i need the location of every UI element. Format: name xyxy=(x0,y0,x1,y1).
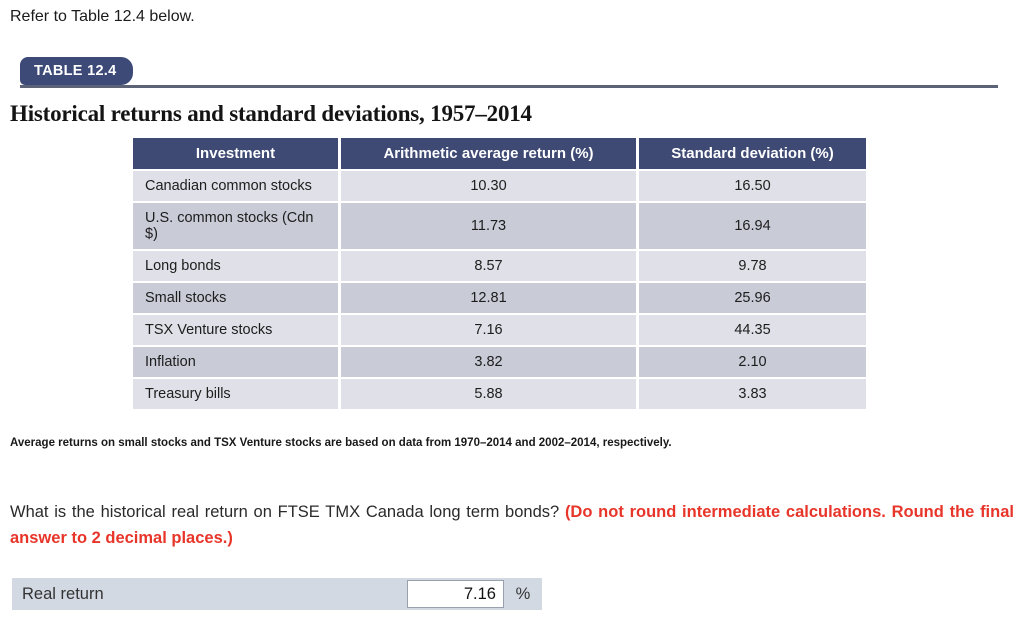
cell-avg-return: 5.88 xyxy=(341,378,636,409)
cell-avg-return: 8.57 xyxy=(341,250,636,281)
answer-label: Real return xyxy=(22,584,104,603)
cell-std-dev: 3.83 xyxy=(639,378,866,409)
cell-std-dev: 16.50 xyxy=(639,170,866,201)
intro-text: Refer to Table 12.4 below. xyxy=(10,8,195,25)
cell-investment: Treasury bills xyxy=(133,378,338,409)
question-text: What is the historical real return on FT… xyxy=(10,499,1014,552)
table-title: Historical returns and standard deviatio… xyxy=(10,100,532,126)
cell-std-dev: 16.94 xyxy=(639,202,866,249)
cell-std-dev: 25.96 xyxy=(639,282,866,313)
cell-investment: TSX Venture stocks xyxy=(133,314,338,345)
question-emphasis: (Do not round intermediate calculations.… xyxy=(10,502,1014,547)
cell-avg-return: 3.82 xyxy=(341,346,636,377)
table-row: Inflation 3.82 2.10 xyxy=(133,346,866,377)
cell-avg-return: 10.30 xyxy=(341,170,636,201)
table-rule: TABLE 12.4 xyxy=(20,57,998,88)
table-badge: TABLE 12.4 xyxy=(20,57,133,85)
table-row: Treasury bills 5.88 3.83 xyxy=(133,378,866,409)
table-row: Small stocks 12.81 25.96 xyxy=(133,282,866,313)
table-row: Long bonds 8.57 9.78 xyxy=(133,250,866,281)
cell-avg-return: 11.73 xyxy=(341,202,636,249)
cell-investment: Long bonds xyxy=(133,250,338,281)
cell-avg-return: 7.16 xyxy=(341,314,636,345)
table-row: Canadian common stocks 10.30 16.50 xyxy=(133,170,866,201)
cell-avg-return: 12.81 xyxy=(341,282,636,313)
cell-investment: Canadian common stocks xyxy=(133,170,338,201)
cell-investment: Small stocks xyxy=(133,282,338,313)
table-header-row: Investment Arithmetic average return (%)… xyxy=(133,137,866,169)
real-return-input[interactable] xyxy=(407,580,504,609)
returns-table: Investment Arithmetic average return (%)… xyxy=(130,136,869,411)
cell-std-dev: 44.35 xyxy=(639,314,866,345)
answer-row: Real return % xyxy=(12,578,542,611)
percent-sign: % xyxy=(515,584,531,603)
cell-investment: U.S. common stocks (Cdn $) xyxy=(133,202,338,249)
cell-investment: Inflation xyxy=(133,346,338,377)
table-footnote: Average returns on small stocks and TSX … xyxy=(10,436,672,449)
header-avg-return: Arithmetic average return (%) xyxy=(341,137,636,169)
table-row: TSX Venture stocks 7.16 44.35 xyxy=(133,314,866,345)
cell-std-dev: 9.78 xyxy=(639,250,866,281)
cell-std-dev: 2.10 xyxy=(639,346,866,377)
table-row: U.S. common stocks (Cdn $) 11.73 16.94 xyxy=(133,202,866,249)
header-investment: Investment xyxy=(133,137,338,169)
header-std-dev: Standard deviation (%) xyxy=(639,137,866,169)
question-body: What is the historical real return on FT… xyxy=(10,502,560,521)
